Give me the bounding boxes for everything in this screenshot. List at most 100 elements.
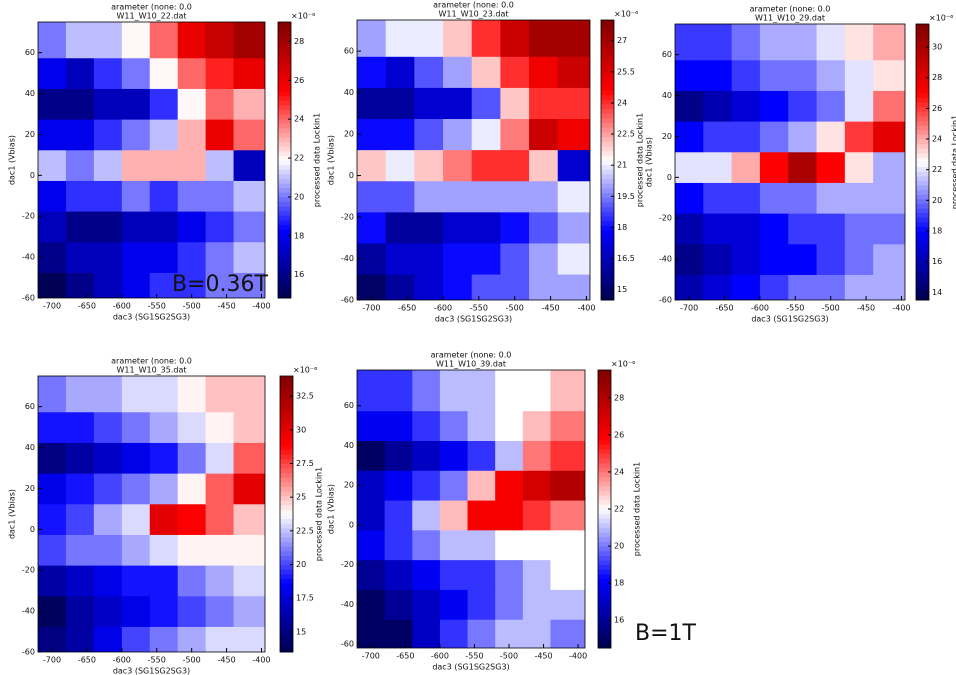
- colorbar-swatch: [278, 160, 291, 166]
- heatmap-cell: [205, 119, 235, 151]
- colorbar-swatch: [598, 393, 611, 399]
- colorbar-swatch: [601, 164, 614, 170]
- heatmap-cell: [443, 118, 473, 151]
- heatmap-cell: [439, 619, 469, 648]
- heatmap-cell: [788, 151, 818, 183]
- heatmap-cell: [788, 90, 818, 122]
- heatmap-cell: [522, 589, 551, 620]
- heatmap-cell: [550, 500, 585, 531]
- colorbar-swatch: [601, 290, 614, 296]
- heatmap-cell: [93, 119, 123, 151]
- heatmap-cell: [385, 274, 415, 300]
- y-tick-label: -60: [341, 640, 354, 649]
- heatmap-cell: [65, 211, 95, 243]
- colorbar-swatch: [916, 267, 929, 273]
- chart-title: arameter (none: 0.0: [111, 3, 192, 12]
- colorbar-swatch: [598, 629, 611, 635]
- colorbar-swatch: [278, 265, 291, 271]
- x-tick-label: -400: [252, 302, 270, 311]
- heatmap-cell: [675, 243, 704, 275]
- colorbar-tick-label: 17.5: [296, 594, 314, 603]
- colorbar-swatch: [601, 234, 614, 240]
- heatmap-cell: [500, 149, 530, 182]
- colorbar-swatch: [598, 439, 611, 445]
- colorbar-swatch: [278, 219, 291, 225]
- colorbar-label: processed data Lockin1: [636, 113, 645, 207]
- heatmap-cell: [873, 90, 905, 122]
- colorbar-swatch: [280, 454, 293, 460]
- heatmap-cell: [149, 411, 179, 443]
- colorbar-swatch: [601, 267, 614, 273]
- heatmap-cell: [414, 87, 444, 120]
- heatmap-cell: [93, 211, 123, 243]
- heatmap-cell: [384, 370, 413, 412]
- colorbar-swatch: [916, 166, 929, 172]
- chart-subtitle: W11_W10_35.dat: [116, 366, 186, 375]
- x-tick-label: -400: [577, 304, 595, 313]
- heatmap-cell: [233, 473, 265, 505]
- plot-frame: [674, 23, 906, 301]
- heatmap-cell: [205, 565, 235, 597]
- heatmap-cell: [471, 20, 501, 57]
- colorbar-swatch: [916, 277, 929, 283]
- heatmap: [675, 24, 905, 300]
- x-tick-label: -600: [434, 304, 452, 313]
- heatmap-cell: [385, 180, 415, 213]
- heatmap-cell: [703, 90, 733, 122]
- colorbar-swatch: [598, 448, 611, 454]
- colorbar-tick-label: 28: [614, 393, 624, 402]
- colorbar-swatch: [278, 164, 291, 170]
- heatmap-cell: [467, 410, 496, 441]
- heatmap-cell: [357, 180, 387, 213]
- colorbar-scale: ×10⁻⁶: [611, 360, 635, 369]
- plot-frame: [356, 369, 586, 649]
- heatmap-cell: [500, 274, 530, 300]
- colorbar-swatch: [916, 235, 929, 241]
- y-tick-label: -40: [22, 253, 35, 262]
- colorbar-frame: [279, 375, 294, 653]
- colorbar-swatch: [278, 118, 291, 124]
- heatmap-cell: [357, 440, 386, 471]
- heatmap-cell: [816, 90, 846, 122]
- heatmap-cell: [121, 503, 151, 535]
- colorbar-swatch: [278, 215, 291, 221]
- colorbar-swatch: [601, 122, 614, 128]
- colorbar-swatch: [598, 434, 611, 440]
- heatmap-cell: [412, 370, 441, 412]
- plot-frame: [37, 21, 266, 299]
- heatmap-cell: [550, 589, 585, 620]
- colorbar-swatch: [598, 416, 611, 422]
- colorbar-swatch: [598, 513, 611, 519]
- colorbar-swatch: [601, 160, 614, 166]
- colorbar-swatch: [601, 24, 614, 30]
- colorbar-swatch: [278, 247, 291, 253]
- heatmap-cell: [675, 182, 704, 214]
- colorbar-swatch: [278, 54, 291, 60]
- heatmap-cell: [495, 500, 524, 531]
- colorbar-swatch: [916, 162, 929, 168]
- heatmap-cell: [873, 182, 905, 214]
- colorbar-swatch: [601, 132, 614, 138]
- colorbar-swatch: [598, 634, 611, 640]
- x-tick-label: -500: [822, 304, 840, 313]
- x-tick-label: -650: [78, 656, 96, 665]
- colorbar-scale: ×10⁻⁶: [929, 14, 953, 23]
- y-tick-label: 20: [344, 130, 354, 139]
- colorbar-swatch: [601, 66, 614, 72]
- heatmap-cell: [93, 149, 123, 181]
- x-tick-label: -550: [786, 304, 804, 313]
- colorbar-tick-label: 26: [932, 104, 942, 113]
- heatmap: [357, 370, 585, 648]
- heatmap-cell: [149, 376, 179, 413]
- heatmap-cell: [93, 57, 123, 89]
- heatmap-cell: [93, 411, 123, 443]
- x-axis-label: dac3 (SG1SG2SG3): [751, 315, 828, 324]
- heatmap-cell: [357, 274, 387, 300]
- heatmap-cell: [38, 241, 67, 273]
- colorbar-swatch: [601, 141, 614, 147]
- colorbar-swatch: [601, 281, 614, 287]
- heatmap-cell: [177, 272, 207, 298]
- colorbar-swatch: [278, 63, 291, 69]
- heatmap-cell: [385, 87, 415, 120]
- heatmap-cell: [443, 20, 473, 57]
